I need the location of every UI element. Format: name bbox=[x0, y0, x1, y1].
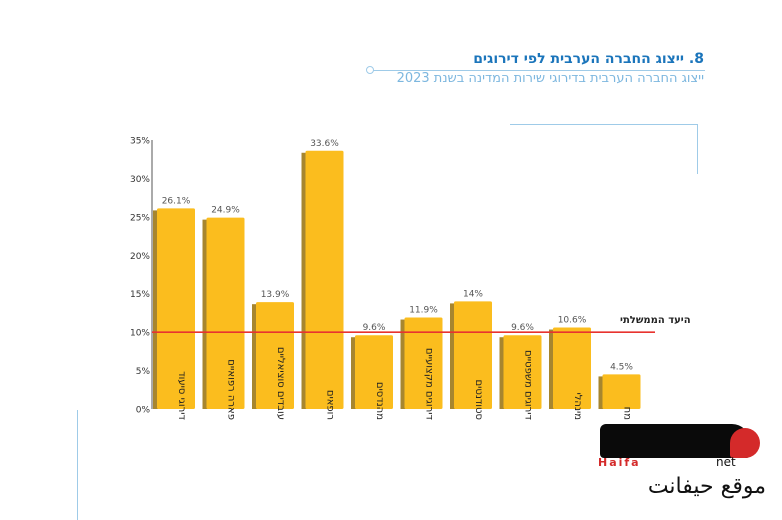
category-label: דירוגים משפטיים bbox=[523, 350, 534, 420]
bar-value-label: 9.6% bbox=[363, 323, 386, 333]
bar bbox=[157, 208, 195, 409]
logo-subtext: Haifa bbox=[598, 456, 641, 469]
bar bbox=[553, 327, 591, 409]
frame-left-line bbox=[77, 410, 78, 520]
target-label: היעד הממשלתי bbox=[620, 315, 691, 326]
category-label: דירוגים מקצועיים bbox=[424, 348, 435, 421]
bar-shadow bbox=[202, 219, 208, 409]
bar-value-label: 4.5% bbox=[610, 362, 633, 372]
y-tick-label: 20% bbox=[130, 252, 150, 262]
bar-shadow bbox=[351, 337, 356, 409]
bar-value-label: 26.1% bbox=[162, 196, 191, 206]
bar bbox=[503, 335, 542, 409]
header-underline bbox=[371, 70, 705, 71]
frame-right-line bbox=[697, 124, 698, 174]
bar-shadow bbox=[549, 329, 554, 409]
chart-title: 8. ייצוג החברה הערבית לפי דירוגים bbox=[473, 51, 704, 67]
bar-value-label: 24.9% bbox=[211, 206, 240, 216]
bar bbox=[256, 302, 294, 409]
bar-shadow bbox=[153, 210, 158, 409]
bar-shadow bbox=[499, 337, 505, 409]
bar-shadow bbox=[301, 152, 307, 409]
logo-mark bbox=[600, 424, 750, 458]
bar-shadow bbox=[598, 376, 604, 409]
y-tick-label: 30% bbox=[130, 175, 150, 185]
bar-value-label: 9.6% bbox=[511, 323, 534, 333]
bar-shadow bbox=[450, 303, 455, 409]
bar-value-label: 10.6% bbox=[558, 316, 587, 326]
bar-shadow bbox=[252, 304, 257, 409]
chart-header: 8. ייצוג החברה הערבית לפי דירוגים ייצוג … bbox=[304, 50, 704, 88]
bar-value-label: 33.6% bbox=[310, 139, 339, 149]
bar bbox=[206, 217, 245, 409]
haifanet-logo: Haifa net موقع حيفانت bbox=[590, 418, 770, 518]
category-label: רופאים bbox=[325, 390, 336, 420]
bar bbox=[602, 374, 641, 409]
bar-value-label: 11.9% bbox=[409, 306, 438, 316]
y-tick-label: 10% bbox=[130, 329, 150, 339]
chart-subtitle: ייצוג החברה הערבית בדירוגי שירות המדינה … bbox=[396, 71, 704, 86]
bar-value-label: 13.9% bbox=[261, 290, 290, 300]
bar bbox=[305, 150, 344, 409]
bar-shadow bbox=[400, 319, 406, 409]
category-label: דירוגי סיעוד bbox=[176, 371, 187, 420]
category-label: פארה רפואיים bbox=[226, 359, 237, 420]
y-tick-label: 0% bbox=[136, 406, 151, 416]
frame-top-line bbox=[510, 124, 698, 125]
bar-value-label: 14% bbox=[463, 289, 483, 299]
y-tick-label: 35% bbox=[130, 137, 150, 147]
y-tick-label: 15% bbox=[130, 290, 150, 300]
category-label: מינהלי bbox=[572, 393, 583, 421]
category-label: מח bbox=[622, 407, 633, 420]
logo-net-text: net bbox=[716, 455, 736, 469]
y-tick-label: 25% bbox=[130, 213, 150, 223]
category-label: עובדים סוציאליים bbox=[275, 347, 286, 420]
logo-accent bbox=[730, 428, 760, 458]
bar bbox=[454, 301, 492, 409]
bar bbox=[404, 317, 443, 409]
category-label: סטודנטים bbox=[473, 379, 484, 420]
header-underline-dot bbox=[366, 66, 374, 74]
category-label: מהנדסים bbox=[374, 382, 385, 420]
bar bbox=[355, 335, 393, 409]
y-tick-label: 5% bbox=[136, 367, 151, 377]
logo-tagline: موقع حيفانت bbox=[647, 474, 766, 499]
